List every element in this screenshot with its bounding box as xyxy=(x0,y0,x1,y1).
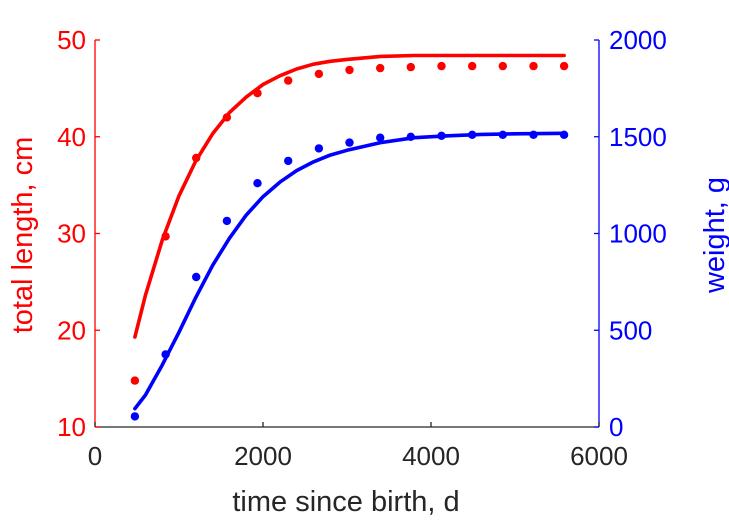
length-fit-curve xyxy=(133,53,566,339)
length-data-point xyxy=(376,63,385,73)
length-data-point xyxy=(192,153,201,163)
weight-data-point xyxy=(345,138,354,147)
length-data-point xyxy=(284,76,293,85)
weight-data-point xyxy=(253,179,262,188)
x-tick-label: 2000 xyxy=(234,441,292,471)
weight-fit-curve xyxy=(133,131,566,411)
x-tick-label: 0 xyxy=(88,441,102,471)
weight-data-point xyxy=(498,130,507,139)
y-left-tick-label: 10 xyxy=(57,412,86,442)
x-tick-label: 6000 xyxy=(570,441,628,471)
length-data-point xyxy=(406,62,415,72)
length-data-point xyxy=(161,232,170,241)
weight-data-point xyxy=(529,130,538,139)
y-axis-right-label: weight, g xyxy=(699,177,729,294)
length-data-point xyxy=(498,61,507,71)
weight-data-point xyxy=(468,130,477,139)
y-right-tick-label: 500 xyxy=(609,315,652,345)
y-right-tick-label: 0 xyxy=(609,412,623,442)
length-data-point xyxy=(345,65,354,75)
y-right-tick-label: 2000 xyxy=(609,25,667,55)
weight-data-point xyxy=(161,350,170,359)
length-data-point xyxy=(559,61,569,71)
y-left-tick-label: 20 xyxy=(57,315,86,345)
length-data-point xyxy=(253,89,262,98)
weight-data-point xyxy=(559,130,569,139)
weight-data-point xyxy=(284,156,293,166)
x-tick-label: 4000 xyxy=(402,441,460,471)
length-data-point xyxy=(222,113,232,122)
length-data-point xyxy=(437,61,446,71)
length-data-point xyxy=(314,69,324,79)
length-data-point xyxy=(468,61,477,71)
weight-data-point xyxy=(314,144,324,153)
axes xyxy=(94,39,600,428)
weight-data-point xyxy=(130,412,140,421)
length-data-point xyxy=(130,376,140,385)
weight-data-point xyxy=(192,272,201,282)
weight-data-point xyxy=(406,132,415,141)
y-right-tick-label: 1000 xyxy=(609,219,667,249)
weight-data-point xyxy=(437,131,446,140)
y-right-tick-label: 1500 xyxy=(609,122,667,152)
y-left-tick-label: 30 xyxy=(57,219,86,249)
x-axis-label: time since birth, d xyxy=(232,486,459,518)
y-left-tick-label: 40 xyxy=(57,122,86,152)
y-axis-left-label: total length, cm xyxy=(7,137,39,334)
weight-data-point xyxy=(376,133,385,142)
weight-data-point xyxy=(222,216,232,226)
y-left-tick-label: 50 xyxy=(57,25,86,55)
plot-area xyxy=(130,53,569,421)
length-data-point xyxy=(529,61,538,71)
